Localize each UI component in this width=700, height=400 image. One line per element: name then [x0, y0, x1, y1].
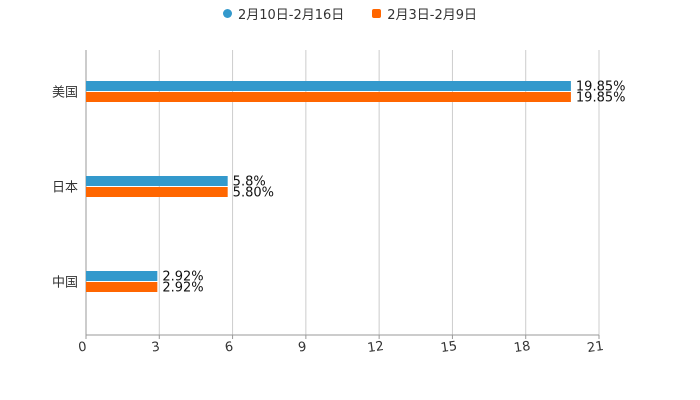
legend-item-series-0[interactable]: 2月10日-2月16日: [222, 4, 345, 23]
legend-label-series-0: 2月10日-2月16日: [237, 8, 345, 23]
legend-swatch-series-1: [372, 9, 382, 18]
x-tick-label-0: 0: [77, 340, 87, 356]
data-label-series-1-1: 5.80%: [233, 186, 274, 201]
y-category-label-1: 日本: [52, 181, 78, 196]
x-tick-label-4: 12: [366, 339, 384, 356]
legend-swatch-series-0: [222, 9, 232, 18]
bar-series-1-2[interactable]: [86, 282, 158, 292]
x-tick-label-3: 9: [297, 340, 307, 356]
bar-series-0-1[interactable]: [86, 176, 228, 186]
bar-series-0-2[interactable]: [86, 271, 158, 281]
legend-item-series-1[interactable]: 2月3日-2月9日: [372, 4, 477, 23]
data-label-series-0-0: 19.85%: [576, 80, 626, 95]
chart-legend: 2月10日-2月16日 2月3日-2月9日: [0, 4, 700, 23]
x-tick-label-2: 6: [224, 340, 234, 356]
x-tick-label-5: 15: [440, 339, 458, 356]
x-tick-label-7: 21: [586, 339, 604, 356]
bar-series-1-0[interactable]: [86, 92, 571, 102]
data-label-series-0-2: 2.92%: [162, 270, 203, 285]
bar-series-1-1[interactable]: [86, 187, 228, 197]
bar-series-0-0[interactable]: [86, 81, 571, 91]
y-category-label-2: 中国: [52, 276, 78, 291]
x-tick-label-1: 3: [151, 340, 161, 356]
data-label-series-1-0: 19.85%: [576, 91, 626, 106]
legend-label-series-1: 2月3日-2月9日: [387, 8, 478, 23]
x-tick-label-6: 18: [513, 339, 531, 356]
y-category-label-0: 美国: [52, 86, 78, 101]
data-label-series-0-1: 5.8%: [233, 175, 266, 190]
data-label-series-1-2: 2.92%: [162, 281, 203, 296]
